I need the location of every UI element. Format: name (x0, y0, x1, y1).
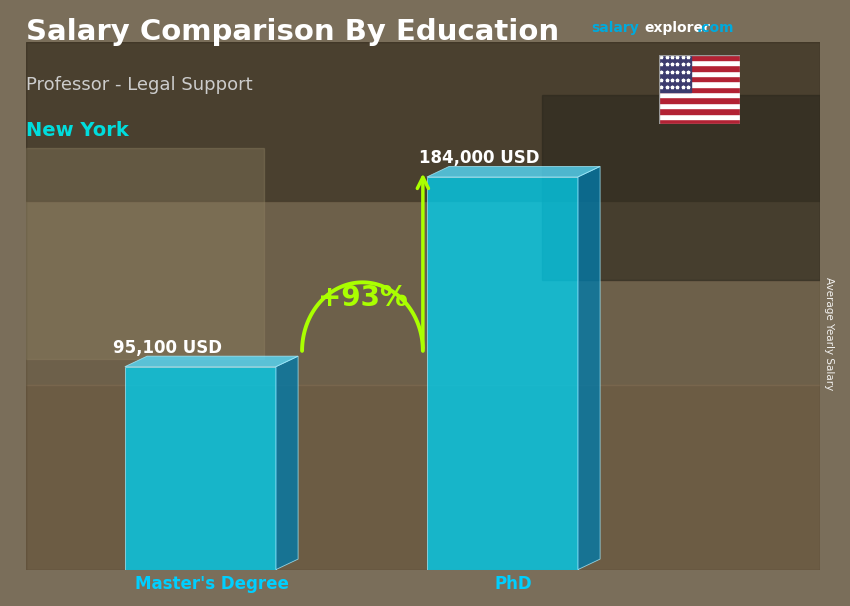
Text: 95,100 USD: 95,100 USD (113, 339, 222, 357)
Bar (659, 103, 740, 108)
Text: Salary Comparison By Education: Salary Comparison By Education (26, 18, 558, 46)
Polygon shape (125, 367, 276, 570)
Bar (659, 55, 740, 60)
Bar (659, 119, 740, 124)
Bar (659, 113, 740, 119)
Text: PhD: PhD (495, 575, 532, 593)
Bar (26, 148, 264, 359)
Polygon shape (427, 177, 578, 570)
Text: explorer: explorer (644, 21, 710, 35)
Bar (26, 201, 820, 385)
Text: salary: salary (591, 21, 638, 35)
Bar (659, 71, 740, 76)
Bar (659, 65, 740, 71)
Text: Professor - Legal Support: Professor - Legal Support (26, 76, 252, 94)
Polygon shape (276, 356, 298, 570)
Text: New York: New York (26, 121, 128, 140)
Bar (659, 92, 740, 98)
Bar (659, 87, 740, 92)
Polygon shape (578, 167, 600, 570)
Bar (659, 60, 740, 65)
Bar (659, 55, 691, 92)
Text: +93%: +93% (318, 284, 407, 312)
Polygon shape (125, 356, 298, 367)
Bar (659, 81, 740, 87)
Bar (659, 76, 740, 81)
Text: Master's Degree: Master's Degree (134, 575, 288, 593)
Polygon shape (427, 167, 600, 177)
Text: .com: .com (697, 21, 734, 35)
Bar (659, 98, 740, 103)
Text: 184,000 USD: 184,000 USD (419, 150, 540, 167)
Bar (26, 385, 820, 570)
Bar (659, 108, 740, 113)
Text: Average Yearly Salary: Average Yearly Salary (824, 277, 834, 390)
Bar (26, 42, 820, 201)
Bar (542, 95, 820, 279)
